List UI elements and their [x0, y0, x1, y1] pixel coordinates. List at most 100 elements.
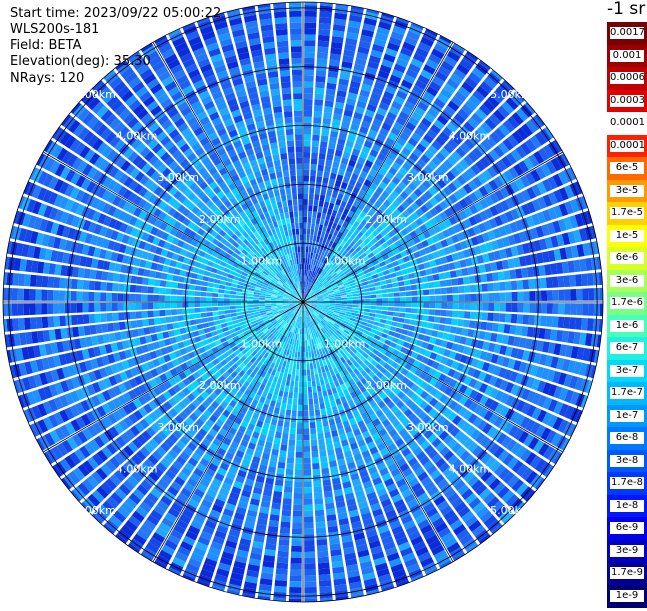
radar-gate	[149, 270, 156, 278]
radar-gate	[83, 280, 90, 290]
radar-gate	[313, 469, 321, 475]
radar-gate	[155, 325, 162, 332]
radar-gate	[271, 304, 277, 306]
radar-gate	[265, 304, 271, 306]
radar-gate	[382, 307, 388, 311]
radar-gate	[295, 375, 299, 381]
radar-gate	[304, 458, 311, 464]
radar-gate	[276, 568, 288, 575]
radar-gate	[304, 117, 312, 123]
radar-gate	[465, 303, 471, 310]
radar-gate	[304, 46, 315, 52]
radar-gate	[411, 314, 417, 320]
radar-gate	[304, 164, 310, 170]
radar-gate	[380, 280, 387, 285]
radar-gate	[214, 320, 221, 325]
radar-gate	[177, 289, 183, 295]
radar-gate	[304, 76, 314, 82]
radar-gate	[206, 292, 212, 296]
radar-gate	[304, 187, 309, 193]
radar-gate	[547, 290, 553, 301]
radar-gate	[305, 340, 307, 346]
radar-gate	[112, 293, 118, 301]
radar-gate	[224, 302, 230, 305]
radar-gate	[319, 200, 324, 207]
radar-gate	[458, 286, 464, 293]
radar-gate	[486, 273, 493, 282]
radar-gate	[270, 508, 280, 515]
radar-gate	[588, 303, 594, 315]
radar-gate	[100, 282, 107, 291]
radar-gate	[433, 323, 440, 330]
radar-gate	[230, 306, 236, 309]
radar-gate	[309, 187, 314, 193]
radar-gate	[274, 437, 281, 444]
radar-gate	[453, 295, 459, 302]
radar-gate	[304, 428, 310, 434]
radar-gate	[141, 303, 147, 310]
radar-gate	[319, 17, 331, 24]
radar-gate	[412, 297, 418, 302]
radar-gate	[294, 493, 302, 499]
radar-gate	[423, 303, 429, 308]
radar-gate	[328, 455, 336, 462]
radar-gate	[304, 563, 315, 569]
radar-gate	[428, 282, 435, 288]
radar-gate	[400, 302, 406, 306]
radar-gate	[304, 11, 316, 17]
radar-gate	[284, 367, 288, 373]
radar-gate	[304, 140, 311, 146]
radar-gate	[304, 481, 312, 487]
radar-gate	[447, 295, 453, 301]
radar-gate	[273, 389, 279, 396]
radar-gate	[153, 295, 159, 301]
radar-gate	[101, 271, 108, 280]
radar-gate	[517, 303, 523, 312]
radar-gate	[547, 303, 553, 314]
radar-gate	[303, 223, 306, 229]
radar-gate	[451, 318, 458, 325]
radar-gate	[289, 362, 293, 368]
radar-gate	[287, 457, 294, 463]
radar-gate	[280, 527, 290, 534]
radar-gate	[288, 368, 292, 374]
radar-gate	[317, 58, 328, 65]
radar-gate	[84, 269, 91, 279]
radar-gate	[316, 521, 326, 528]
radar-gate	[341, 300, 347, 302]
radar-gate	[319, 224, 324, 230]
radar-gate	[303, 228, 306, 234]
radar-gate	[286, 410, 292, 416]
radar-gate	[259, 295, 265, 298]
radar-gate	[171, 303, 177, 309]
radar-gate	[427, 322, 434, 329]
radar-gate	[311, 164, 317, 170]
radar-gate	[315, 88, 324, 95]
radar-gate	[177, 303, 183, 308]
radar-gate	[209, 272, 216, 278]
radar-gate	[363, 312, 369, 316]
radar-gate	[305, 334, 307, 340]
radar-gate	[347, 302, 353, 304]
radar-gate	[314, 194, 319, 200]
radar-gate	[188, 308, 194, 313]
radar-gate	[492, 323, 499, 332]
radar-gate	[521, 268, 528, 278]
radar-gate	[293, 399, 298, 405]
radar-gate	[236, 309, 242, 313]
radar-gate	[148, 318, 155, 325]
radar-gate	[323, 426, 330, 433]
radar-gate	[316, 70, 326, 77]
radar-gate	[400, 308, 406, 313]
radar-gate	[159, 288, 165, 294]
radar-gate	[160, 317, 167, 324]
radar-gate	[282, 504, 291, 511]
radar-gate	[318, 568, 330, 575]
radar-gate	[381, 311, 387, 315]
radar-gate	[384, 274, 391, 279]
radar-gate	[155, 272, 162, 279]
radar-gate	[201, 318, 208, 323]
radar-gate	[277, 468, 285, 475]
radar-gate	[304, 511, 313, 517]
